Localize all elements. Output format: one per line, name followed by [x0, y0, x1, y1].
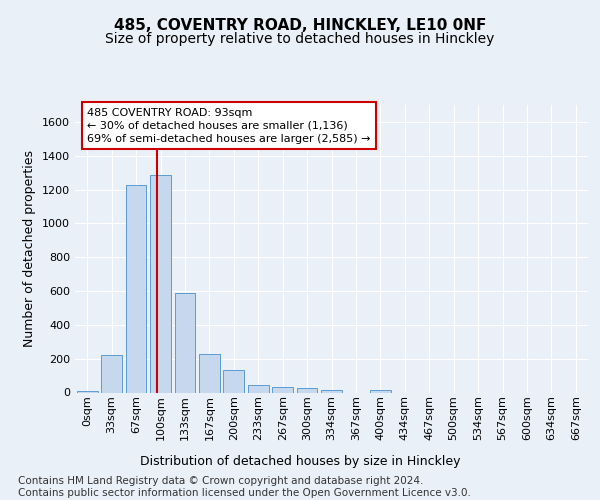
Bar — [175, 292, 196, 392]
Bar — [199, 354, 220, 393]
Bar — [272, 388, 293, 392]
Y-axis label: Number of detached properties: Number of detached properties — [23, 150, 37, 348]
Text: Contains public sector information licensed under the Open Government Licence v3: Contains public sector information licen… — [18, 488, 471, 498]
Text: Contains HM Land Registry data © Crown copyright and database right 2024.: Contains HM Land Registry data © Crown c… — [18, 476, 424, 486]
Text: 485, COVENTRY ROAD, HINCKLEY, LE10 0NF: 485, COVENTRY ROAD, HINCKLEY, LE10 0NF — [114, 18, 486, 32]
Bar — [77, 391, 98, 392]
Bar — [248, 385, 269, 392]
Text: Distribution of detached houses by size in Hinckley: Distribution of detached houses by size … — [140, 455, 460, 468]
Bar — [296, 388, 317, 392]
Bar — [125, 186, 146, 392]
Bar — [370, 390, 391, 392]
Text: 485 COVENTRY ROAD: 93sqm
← 30% of detached houses are smaller (1,136)
69% of sem: 485 COVENTRY ROAD: 93sqm ← 30% of detach… — [87, 108, 371, 144]
Bar — [223, 370, 244, 392]
Bar — [321, 390, 342, 392]
Bar — [150, 175, 171, 392]
Text: Size of property relative to detached houses in Hinckley: Size of property relative to detached ho… — [106, 32, 494, 46]
Bar — [101, 356, 122, 393]
